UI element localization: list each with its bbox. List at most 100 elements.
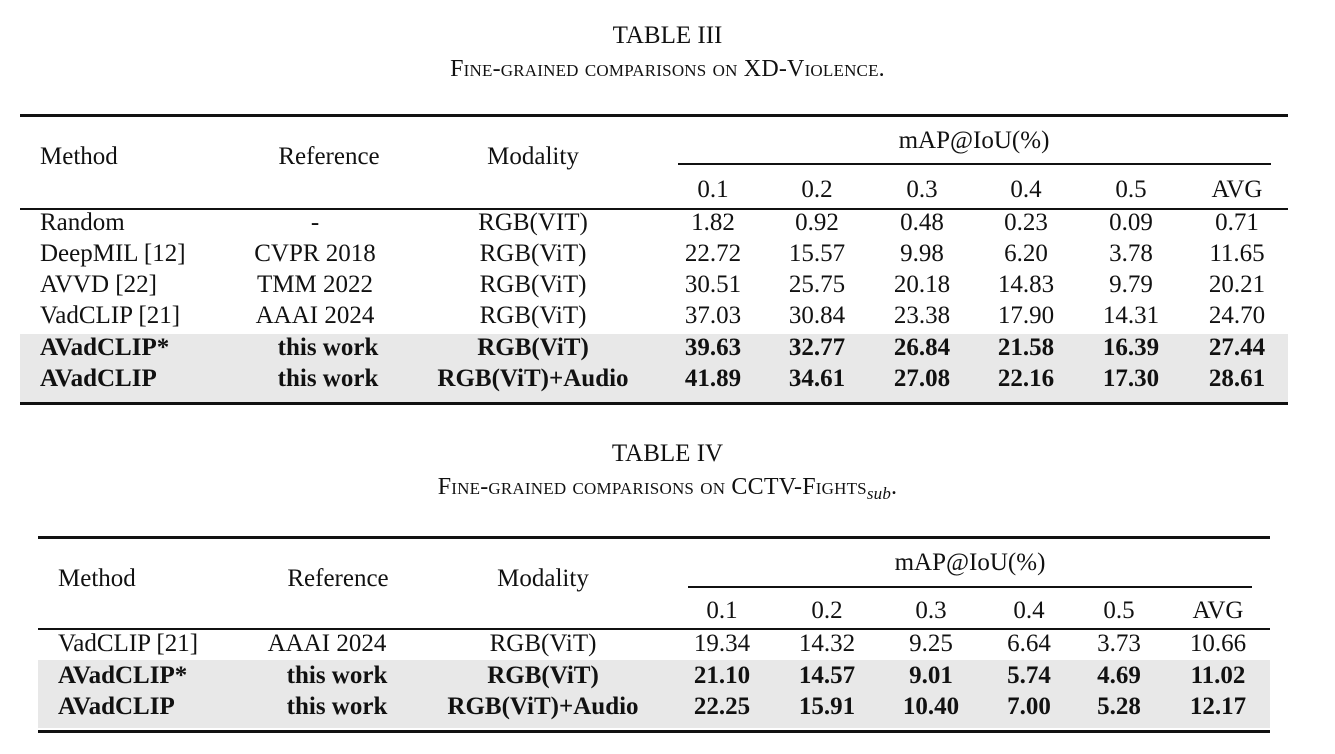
- cell-value: 9.01: [909, 662, 953, 689]
- header-iou: 0.5: [1103, 597, 1135, 624]
- table-3: TABLE III Fine-grained comparisons on XD…: [20, 22, 1288, 405]
- header-iou: 0.1: [706, 597, 738, 624]
- cell-method: VadCLIP [21]: [58, 630, 199, 657]
- table-caption: Fine-grained comparisons on CCTV-Fightss…: [437, 474, 898, 503]
- cell-modality: RGB(ViT): [479, 240, 587, 267]
- cell-value: 3.73: [1097, 630, 1141, 657]
- cell-value: 16.39: [1102, 334, 1160, 361]
- header-modality: Modality: [497, 565, 589, 592]
- cell-reference: CVPR 2018: [254, 240, 376, 267]
- cell-value: 0.23: [1004, 209, 1048, 236]
- header-iou: AVG: [1192, 597, 1244, 624]
- cell-value: 17.90: [997, 302, 1055, 329]
- cell-value: 0.71: [1215, 209, 1259, 236]
- caption-text: Fine-grained comparisons on XD-Violence.: [450, 56, 885, 82]
- group-rule: [688, 586, 1252, 588]
- cell-value: 23.38: [893, 302, 951, 329]
- cell-value: 14.83: [997, 271, 1055, 298]
- header-reference: Reference: [278, 143, 380, 170]
- header-iou: AVG: [1211, 176, 1263, 203]
- header-reference: Reference: [287, 565, 389, 592]
- cell-value: 37.03: [684, 302, 742, 329]
- header-iou: 0.2: [811, 597, 843, 624]
- highlight-band: [38, 660, 1270, 728]
- cell-value: 14.57: [798, 662, 856, 689]
- cell-modality: RGB(ViT): [489, 630, 597, 657]
- header-group: mAP@IoU(%): [898, 127, 1050, 154]
- cell-value: 7.00: [1007, 693, 1051, 720]
- cell-value: 15.57: [788, 240, 846, 267]
- cell-value: 0.09: [1109, 209, 1153, 236]
- cell-value: 20.18: [893, 271, 951, 298]
- cell-modality: RGB(ViT)+Audio: [447, 693, 639, 720]
- header-iou: 0.4: [1010, 176, 1042, 203]
- table-number: TABLE III: [612, 22, 723, 49]
- cell-value: 0.48: [900, 209, 944, 236]
- header-iou: 0.5: [1115, 176, 1147, 203]
- cell-value: 21.58: [997, 334, 1055, 361]
- cell-method: AVadCLIP: [58, 693, 175, 720]
- cell-value: 12.17: [1189, 693, 1247, 720]
- cell-method: AVadCLIP*: [58, 662, 188, 689]
- cell-value: 17.30: [1102, 365, 1160, 392]
- cell-modality: RGB(VIT): [478, 209, 588, 236]
- cell-value: 30.84: [788, 302, 846, 329]
- table-4: TABLE IV Fine-grained comparisons on CCT…: [0, 430, 1335, 750]
- cell-reference: this work: [277, 334, 379, 361]
- cell-modality: RGB(ViT): [479, 271, 587, 298]
- cell-modality: RGB(ViT): [479, 302, 587, 329]
- cell-value: 26.84: [893, 334, 951, 361]
- cell-value: 1.82: [691, 209, 735, 236]
- bottom-rule: [38, 730, 1270, 733]
- cell-value: 41.89: [684, 365, 742, 392]
- cell-value: 9.98: [900, 240, 944, 267]
- cell-reference: AAAI 2024: [267, 630, 387, 657]
- cell-modality: RGB(ViT)+Audio: [437, 365, 629, 392]
- cell-value: 9.79: [1109, 271, 1153, 298]
- cell-modality: RGB(ViT): [477, 334, 589, 361]
- cell-value: 6.64: [1007, 630, 1051, 657]
- caption-subscript: sub: [866, 484, 892, 503]
- cell-value: 0.92: [795, 209, 839, 236]
- cell-modality: RGB(ViT): [487, 662, 599, 689]
- cell-reference: TMM 2022: [257, 271, 373, 298]
- cell-value: 27.08: [893, 365, 951, 392]
- header-iou: 0.3: [906, 176, 938, 203]
- header-rule: [38, 628, 1270, 630]
- cell-value: 39.63: [684, 334, 742, 361]
- cell-value: 25.75: [788, 271, 846, 298]
- cell-value: 22.72: [684, 240, 742, 267]
- cell-value: 22.25: [693, 693, 751, 720]
- cell-method: AVVD [22]: [40, 271, 157, 298]
- cell-value: 19.34: [693, 630, 751, 657]
- cell-value: 15.91: [798, 693, 856, 720]
- header-method: Method: [58, 565, 136, 592]
- cell-value: 32.77: [788, 334, 846, 361]
- cell-value: 5.28: [1097, 693, 1141, 720]
- cell-value: 30.51: [684, 271, 742, 298]
- header-iou: 0.1: [697, 176, 729, 203]
- cell-reference: AAAI 2024: [255, 302, 375, 329]
- cell-method: AVadCLIP*: [40, 334, 170, 361]
- cell-value: 14.32: [798, 630, 856, 657]
- cell-method: Random: [40, 209, 125, 236]
- cell-method: DeepMIL [12]: [40, 240, 186, 267]
- caption-text: Fine-grained comparisons on CCTV-Fights: [437, 474, 867, 500]
- cell-value: 5.74: [1007, 662, 1051, 689]
- cell-value: 3.78: [1109, 240, 1153, 267]
- header-rule: [20, 208, 1288, 210]
- header-iou: 0.4: [1013, 597, 1045, 624]
- header-group: mAP@IoU(%): [894, 549, 1046, 576]
- cell-value: 24.70: [1208, 302, 1266, 329]
- cell-reference: this work: [277, 365, 379, 392]
- header-iou: 0.3: [915, 597, 947, 624]
- cell-value: 11.65: [1209, 240, 1265, 267]
- cell-value: 4.69: [1097, 662, 1141, 689]
- cell-value: 22.16: [997, 365, 1055, 392]
- cell-reference: -: [310, 209, 320, 236]
- cell-value: 28.61: [1208, 365, 1266, 392]
- cell-value: 9.25: [909, 630, 953, 657]
- cell-reference: this work: [286, 662, 388, 689]
- cell-value: 27.44: [1208, 334, 1266, 361]
- header-modality: Modality: [487, 143, 579, 170]
